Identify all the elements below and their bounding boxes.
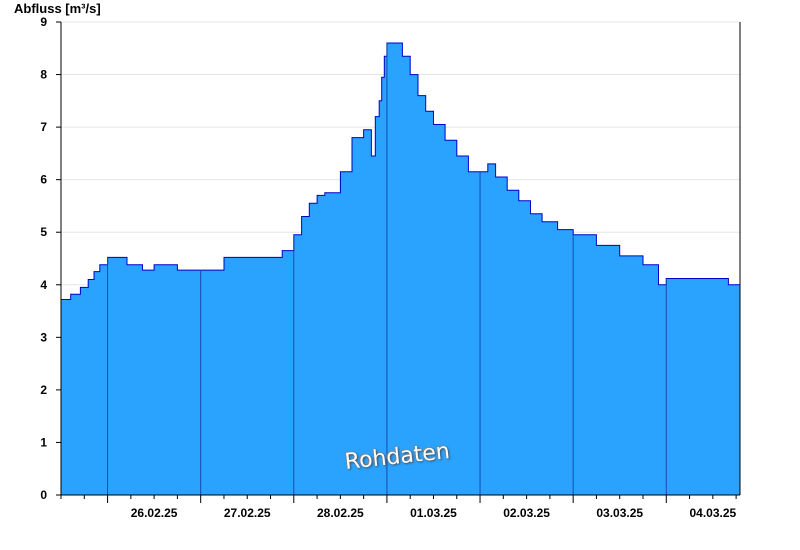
y-tick-label: 0	[40, 488, 47, 502]
x-tick-label: 03.03.25	[596, 506, 643, 520]
y-tick-label: 4	[40, 278, 47, 292]
y-tick-label: 1	[40, 435, 47, 449]
x-tick-label: 01.03.25	[410, 506, 457, 520]
y-tick-label: 2	[40, 383, 47, 397]
y-tick-label: 3	[40, 330, 47, 344]
x-tick-label: 28.02.25	[317, 506, 364, 520]
discharge-area	[61, 43, 740, 495]
y-tick-label: 5	[40, 225, 47, 239]
x-tick-label: 04.03.25	[689, 506, 736, 520]
axes	[57, 22, 741, 496]
y-tick-label: 8	[40, 68, 47, 82]
x-tick-label: 27.02.25	[224, 506, 271, 520]
y-axis-ticks: 0 1 2 3 4 5 6 7 8 9	[40, 15, 61, 502]
x-axis-ticks: 26.02.25 27.02.25 28.02.25 01.03.25 02.03.25…	[60, 495, 737, 520]
discharge-line	[61, 42, 741, 300]
x-tick-label: 02.03.25	[503, 506, 550, 520]
y-tick-label: 7	[40, 120, 47, 134]
y-tick-label: 9	[40, 15, 47, 29]
x-tick-label: 26.02.25	[131, 506, 178, 520]
day-separator-lines	[107, 43, 667, 495]
y-tick-label: 6	[40, 173, 47, 187]
y-axis-title: Abfluss [m³/s]	[14, 1, 101, 16]
